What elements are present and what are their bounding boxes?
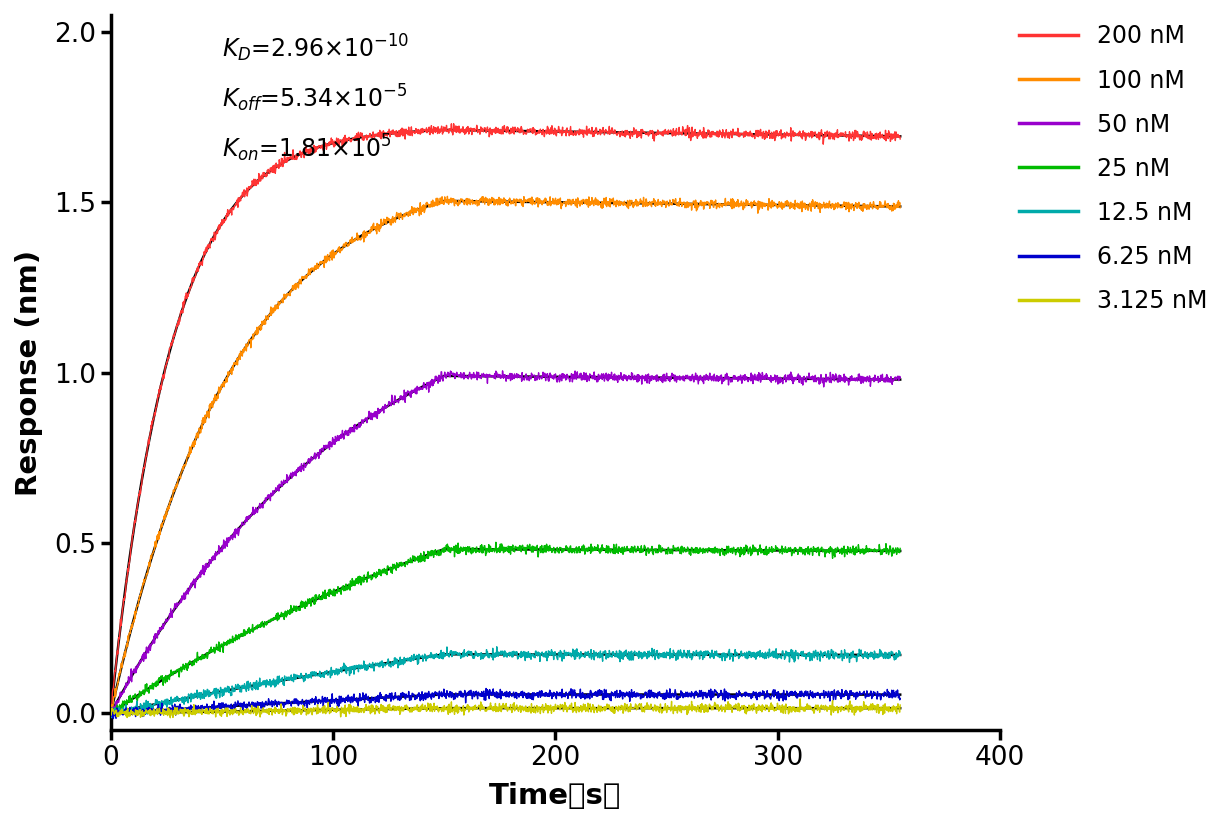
Legend: 200 nM, 100 nM, 50 nM, 25 nM, 12.5 nM, 6.25 nM, 3.125 nM: 200 nM, 100 nM, 50 nM, 25 nM, 12.5 nM, 6… — [1009, 15, 1216, 323]
Text: $K_{off}$=5.34×10$^{-5}$: $K_{off}$=5.34×10$^{-5}$ — [222, 83, 408, 115]
X-axis label: Time（s）: Time（s） — [489, 782, 622, 810]
Text: $K_{on}$=1.81×10$^{5}$: $K_{on}$=1.81×10$^{5}$ — [222, 133, 392, 164]
Text: $K_D$=2.96×10$^{-10}$: $K_D$=2.96×10$^{-10}$ — [222, 33, 409, 64]
Y-axis label: Response (nm): Response (nm) — [15, 250, 43, 496]
